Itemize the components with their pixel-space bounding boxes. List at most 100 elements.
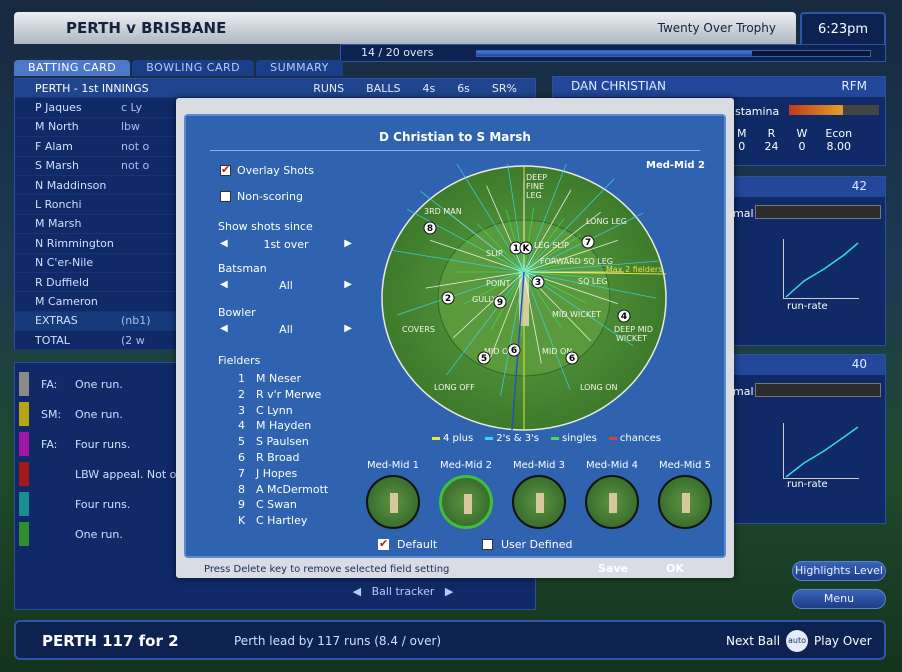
fig-w: 0 bbox=[798, 140, 806, 153]
fielder-number: 2 bbox=[238, 387, 245, 401]
col-sixes: 6s bbox=[457, 81, 470, 95]
fielder-marker[interactable]: 5 bbox=[477, 351, 491, 365]
fielder-item[interactable]: 4 M Hayden bbox=[238, 419, 311, 432]
overlay-shots-label: Overlay Shots bbox=[237, 164, 314, 177]
default-option[interactable]: Default bbox=[378, 537, 437, 551]
left-arrow-icon[interactable]: ◀ bbox=[220, 323, 228, 334]
tab-batting-card[interactable]: BATTING CARD bbox=[14, 60, 131, 76]
fielder-number: K bbox=[238, 514, 246, 528]
shot-line bbox=[425, 271, 525, 289]
total-value: (2 w bbox=[121, 333, 145, 347]
fielder-number: 8 bbox=[238, 482, 245, 496]
next-ball-button[interactable]: Next Ball bbox=[726, 634, 781, 648]
fielder-item[interactable]: 3 C Lynn bbox=[238, 404, 293, 417]
play-over-button[interactable]: Play Over bbox=[814, 634, 872, 648]
svg-text:LONG ON: LONG ON bbox=[580, 383, 617, 392]
overlay-shots-checkbox[interactable]: Overlay Shots bbox=[220, 163, 314, 177]
prev-arrow-icon[interactable]: ◀ bbox=[352, 585, 362, 598]
fielder-marker[interactable]: 9 bbox=[493, 295, 507, 309]
fielder-item[interactable]: 5 S Paulsen bbox=[238, 435, 309, 448]
fielder-marker[interactable]: 3 bbox=[531, 275, 545, 289]
dismissal: not o bbox=[121, 159, 150, 173]
ok-button[interactable]: OK bbox=[666, 562, 684, 575]
bowler-selector[interactable]: ◀ All ▶ bbox=[220, 323, 352, 336]
checkbox-checked-icon bbox=[220, 163, 231, 176]
non-scoring-checkbox[interactable]: Non-scoring bbox=[220, 190, 303, 203]
fielder-item[interactable]: 9 C Swan bbox=[238, 498, 297, 511]
ball-tracker-selector[interactable]: ◀ Ball tracker ▶ bbox=[340, 585, 466, 601]
fielder-marker[interactable]: 4 bbox=[617, 309, 631, 323]
menu-button[interactable]: Menu bbox=[792, 589, 886, 609]
save-button[interactable]: Save bbox=[598, 562, 628, 575]
dismissal: c Ly bbox=[121, 101, 143, 115]
right-arrow-icon[interactable]: ▶ bbox=[344, 323, 352, 334]
auto-toggle[interactable]: auto bbox=[786, 630, 808, 652]
field-preset[interactable]: Med-Mid 4 bbox=[575, 460, 649, 529]
batter-code: SM: bbox=[41, 407, 62, 421]
event-color-swatch bbox=[19, 522, 29, 546]
batter-2-slider[interactable] bbox=[755, 383, 881, 397]
show-since-label: Show shots since bbox=[218, 220, 313, 233]
dialog-hint: Press Delete key to remove selected fiel… bbox=[204, 564, 450, 575]
fielder-number: 5 bbox=[238, 435, 245, 449]
right-arrow-icon[interactable]: ▶ bbox=[344, 279, 352, 290]
legend-label: 2's & 3's bbox=[496, 433, 540, 444]
fielder-item[interactable]: 1 M Neser bbox=[238, 372, 301, 385]
non-scoring-label: Non-scoring bbox=[237, 190, 303, 203]
user-defined-option[interactable]: User Defined bbox=[482, 538, 572, 551]
field-preset[interactable]: Med-Mid 3 bbox=[502, 460, 576, 529]
batter-1-runrate-chart bbox=[783, 239, 859, 299]
field-preset[interactable]: Med-Mid 5 bbox=[648, 460, 722, 529]
shot-line bbox=[523, 260, 659, 273]
field-preset[interactable]: Med-Mid 2 bbox=[429, 460, 503, 529]
cricket-pitch bbox=[519, 268, 529, 326]
fielder-name: A McDermott bbox=[256, 482, 329, 496]
fielder-item[interactable]: 8 A McDermott bbox=[238, 483, 328, 496]
fig-econ: 8.00 bbox=[826, 140, 851, 153]
fielder-marker[interactable]: 6 bbox=[507, 343, 521, 357]
show-since-selector[interactable]: ◀ 1st over ▶ bbox=[220, 238, 352, 251]
match-header: PERTH v BRISBANE Twenty Over Trophy bbox=[14, 12, 796, 44]
legend-label: singles bbox=[562, 433, 597, 444]
right-arrow-icon[interactable]: ▶ bbox=[344, 238, 352, 249]
fielder-item[interactable]: K C Hartley bbox=[238, 514, 307, 527]
shot-line bbox=[523, 211, 601, 273]
batsman-label: Batsman bbox=[218, 262, 267, 275]
shot-line bbox=[523, 234, 582, 273]
svg-text:SLIP: SLIP bbox=[486, 249, 503, 258]
shot-line bbox=[500, 271, 525, 396]
legend-item: singles bbox=[551, 433, 597, 444]
batter-2-mode: mal bbox=[733, 385, 754, 398]
fielder-marker[interactable]: 6 bbox=[565, 351, 579, 365]
tab-summary[interactable]: SUMMARY bbox=[256, 60, 343, 76]
fielder-name: R v'r Merwe bbox=[256, 387, 322, 401]
extras-label: EXTRAS bbox=[35, 314, 78, 328]
tab-bowling-card[interactable]: BOWLING CARD bbox=[132, 60, 255, 76]
batsman-selector[interactable]: ◀ All ▶ bbox=[220, 279, 352, 292]
dismissal: lbw bbox=[121, 120, 141, 134]
fielder-number: 1 bbox=[238, 372, 245, 385]
batter-name: R Duffield bbox=[35, 275, 90, 289]
svg-text:5: 5 bbox=[481, 354, 487, 364]
preset-thumbnail bbox=[585, 475, 639, 529]
event-text: One run. bbox=[75, 377, 123, 391]
svg-text:POINT: POINT bbox=[486, 279, 510, 288]
left-arrow-icon[interactable]: ◀ bbox=[220, 279, 228, 290]
fielder-marker[interactable]: 8 bbox=[423, 221, 437, 235]
fielder-marker[interactable]: 7 bbox=[581, 235, 595, 249]
shot-line bbox=[523, 271, 571, 391]
fielder-item[interactable]: 2 R v'r Merwe bbox=[238, 388, 321, 401]
fielder-item[interactable]: 6 R Broad bbox=[238, 451, 299, 464]
match-title: PERTH v BRISBANE bbox=[66, 19, 227, 37]
fielder-item[interactable]: 7 J Hopes bbox=[238, 467, 297, 480]
next-arrow-icon[interactable]: ▶ bbox=[444, 585, 454, 598]
highlights-level-button[interactable]: Highlights Level bbox=[792, 561, 886, 581]
batter-1-slider[interactable] bbox=[755, 205, 881, 219]
fielder-marker[interactable]: 2 bbox=[441, 291, 455, 305]
left-arrow-icon[interactable]: ◀ bbox=[220, 238, 228, 249]
overs-label: 14 / 20 overs bbox=[361, 46, 434, 59]
field-preset[interactable]: Med-Mid 1 bbox=[356, 460, 430, 529]
fielder-marker[interactable]: K bbox=[519, 241, 533, 255]
batter-2-chart-label: run-rate bbox=[787, 479, 828, 490]
